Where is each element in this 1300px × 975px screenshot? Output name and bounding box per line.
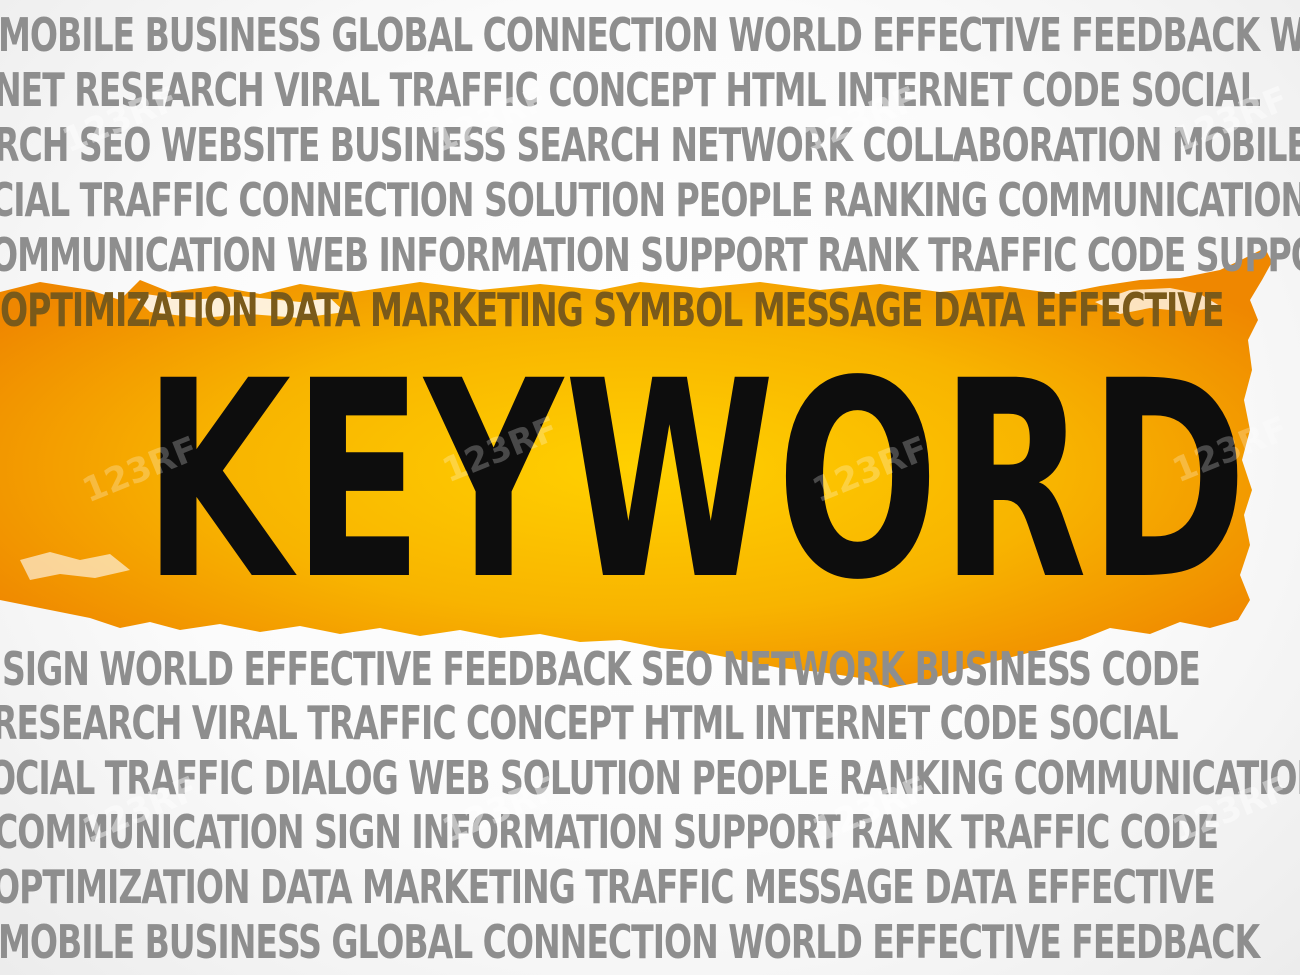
word-row-text: COMMUNICATION SIGN INFORMATION SUPPORT R…: [0, 805, 1219, 859]
word-row-text: MOBILE BUSINESS GLOBAL CONNECTION WORLD …: [0, 8, 1300, 62]
word-row-7: SIGN WORLD EFFECTIVE FEEDBACK SEO NETWOR…: [0, 640, 1300, 698]
word-row-9: OCIAL TRAFFIC DIALOG WEB SOLUTION PEOPLE…: [0, 749, 1300, 807]
word-row-text: RCH SEO WEBSITE BUSINESS SEARCH NETWORK …: [0, 118, 1300, 172]
word-row-text: RESEARCH VIRAL TRAFFIC CONCEPT HTML INTE…: [0, 696, 1179, 750]
word-row-6: OPTIMIZATION DATA MARKETING SYMBOL MESSA…: [0, 281, 1300, 339]
word-row-12: MOBILE BUSINESS GLOBAL CONNECTION WORLD …: [0, 913, 1300, 971]
word-row-text: OPTIMIZATION DATA MARKETING SYMBOL MESSA…: [0, 283, 1224, 337]
word-row-5: OMMUNICATION WEB INFORMATION SUPPORT RAN…: [0, 226, 1300, 284]
word-row-text: CIAL TRAFFIC CONNECTION SOLUTION PEOPLE …: [0, 173, 1300, 227]
word-row-text: OCIAL TRAFFIC DIALOG WEB SOLUTION PEOPLE…: [0, 751, 1300, 805]
word-row-10: COMMUNICATION SIGN INFORMATION SUPPORT R…: [0, 803, 1300, 861]
word-row-11: OPTIMIZATION DATA MARKETING TRAFFIC MESS…: [0, 858, 1300, 916]
word-row-text: NET RESEARCH VIRAL TRAFFIC CONCEPT HTML …: [0, 63, 1261, 117]
word-row-2: NET RESEARCH VIRAL TRAFFIC CONCEPT HTML …: [0, 61, 1300, 119]
word-row-3: RCH SEO WEBSITE BUSINESS SEARCH NETWORK …: [0, 116, 1300, 174]
word-row-text: MOBILE BUSINESS GLOBAL CONNECTION WORLD …: [0, 915, 1260, 969]
word-row-text: OMMUNICATION WEB INFORMATION SUPPORT RAN…: [0, 228, 1300, 282]
word-row-1: MOBILE BUSINESS GLOBAL CONNECTION WORLD …: [0, 6, 1300, 64]
word-row-text: SIGN WORLD EFFECTIVE FEEDBACK SEO NETWOR…: [2, 642, 1201, 696]
word-row-4: CIAL TRAFFIC CONNECTION SOLUTION PEOPLE …: [0, 171, 1300, 229]
word-row-text: OPTIMIZATION DATA MARKETING TRAFFIC MESS…: [0, 860, 1216, 914]
keyword-title: KEYWORD: [143, 324, 1249, 640]
word-row-8: RESEARCH VIRAL TRAFFIC CONCEPT HTML INTE…: [0, 694, 1300, 752]
